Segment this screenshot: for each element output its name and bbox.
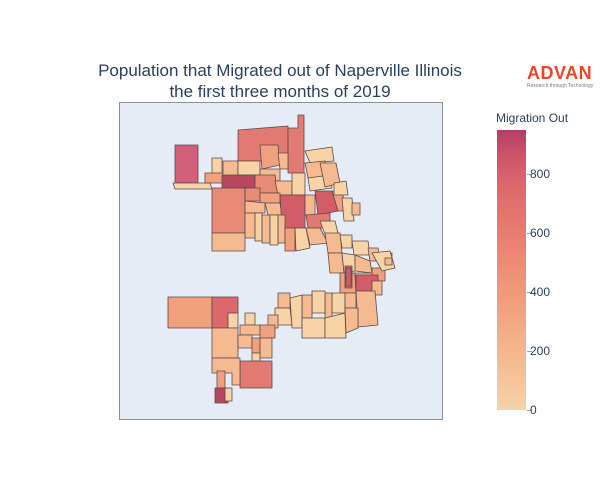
region-tract (291, 172, 306, 196)
region-tract (327, 252, 345, 274)
region-tract (304, 194, 316, 216)
region-tract (254, 212, 263, 242)
advan-logo: ADVAN Research through Technology (527, 64, 597, 89)
colorbar-tick-mark (527, 410, 532, 411)
colorbar-title: Migration Out (496, 111, 569, 125)
region-tract (239, 360, 273, 389)
region-tract (259, 337, 273, 359)
region-tract (287, 114, 305, 174)
colorbar (497, 130, 526, 410)
region-tract (331, 292, 346, 314)
colorbar-tick-mark (527, 174, 532, 175)
region-tract (355, 290, 379, 328)
region-tract (211, 327, 239, 359)
region-tract (211, 232, 246, 252)
region-tract (259, 144, 281, 170)
region-tract (294, 227, 311, 252)
region-tract (277, 292, 291, 309)
chart-title-line2: the first three months of 2019 (169, 82, 391, 101)
region-tract (244, 312, 256, 326)
region-tract (304, 146, 335, 164)
region-tract (244, 187, 261, 202)
map-svg[interactable] (120, 103, 442, 419)
region-tract (324, 292, 333, 319)
logo-wordmark: ADVAN (527, 63, 593, 83)
logo-tagline: Research through Technology (527, 83, 594, 89)
region-tract (351, 202, 361, 216)
region-tract (239, 324, 261, 336)
region-tract (371, 250, 396, 272)
region-tract (339, 234, 353, 249)
region-tract (301, 294, 313, 319)
region-tract (269, 214, 279, 246)
region-tract (261, 214, 271, 244)
region-tract (344, 307, 359, 334)
region-tract (384, 257, 393, 266)
chart-title-line1: Population that Migrated out of Napervil… (98, 61, 462, 80)
colorbar-tick-label: 800 (530, 167, 551, 181)
region-tract (237, 334, 253, 349)
region-tract (224, 387, 233, 402)
region-tract (344, 292, 357, 309)
region-tract (259, 192, 281, 204)
region-tract (211, 357, 241, 386)
region-tract (311, 290, 326, 314)
region-tract (259, 324, 276, 339)
region-tract (211, 187, 246, 234)
chart-title: Population that Migrated out of Napervil… (20, 60, 540, 102)
region-tract (324, 232, 343, 254)
choropleth-map[interactable] (119, 102, 443, 420)
region-tract (237, 160, 261, 176)
region-tract (172, 182, 213, 190)
region-tract (251, 352, 261, 362)
region-tract (244, 212, 256, 239)
region-tract (174, 144, 199, 184)
colorbar-tick-label: 200 (530, 344, 551, 358)
region-tract (345, 267, 352, 287)
region-tract (216, 370, 226, 389)
region-tract (301, 317, 326, 339)
region-tract (341, 197, 355, 222)
region-tract (227, 312, 239, 329)
region-tract (351, 240, 371, 256)
region-tract (221, 174, 256, 189)
region-tract (244, 200, 266, 214)
region-tract (251, 337, 261, 354)
colorbar-tick-label: 600 (530, 226, 551, 240)
colorbar-tick-label: 0 (530, 403, 537, 417)
colorbar-tick-label: 400 (530, 285, 551, 299)
colorbar-tick-mark (527, 292, 532, 293)
region-tract (324, 312, 347, 339)
region-tract (277, 152, 289, 170)
region-tract (284, 227, 296, 252)
region-tract (277, 214, 286, 244)
colorbar-tick-mark (527, 233, 532, 234)
colorbar-tick-mark (527, 351, 532, 352)
region-tract (264, 202, 283, 216)
region-tract (333, 180, 349, 196)
region-tract (167, 296, 213, 329)
